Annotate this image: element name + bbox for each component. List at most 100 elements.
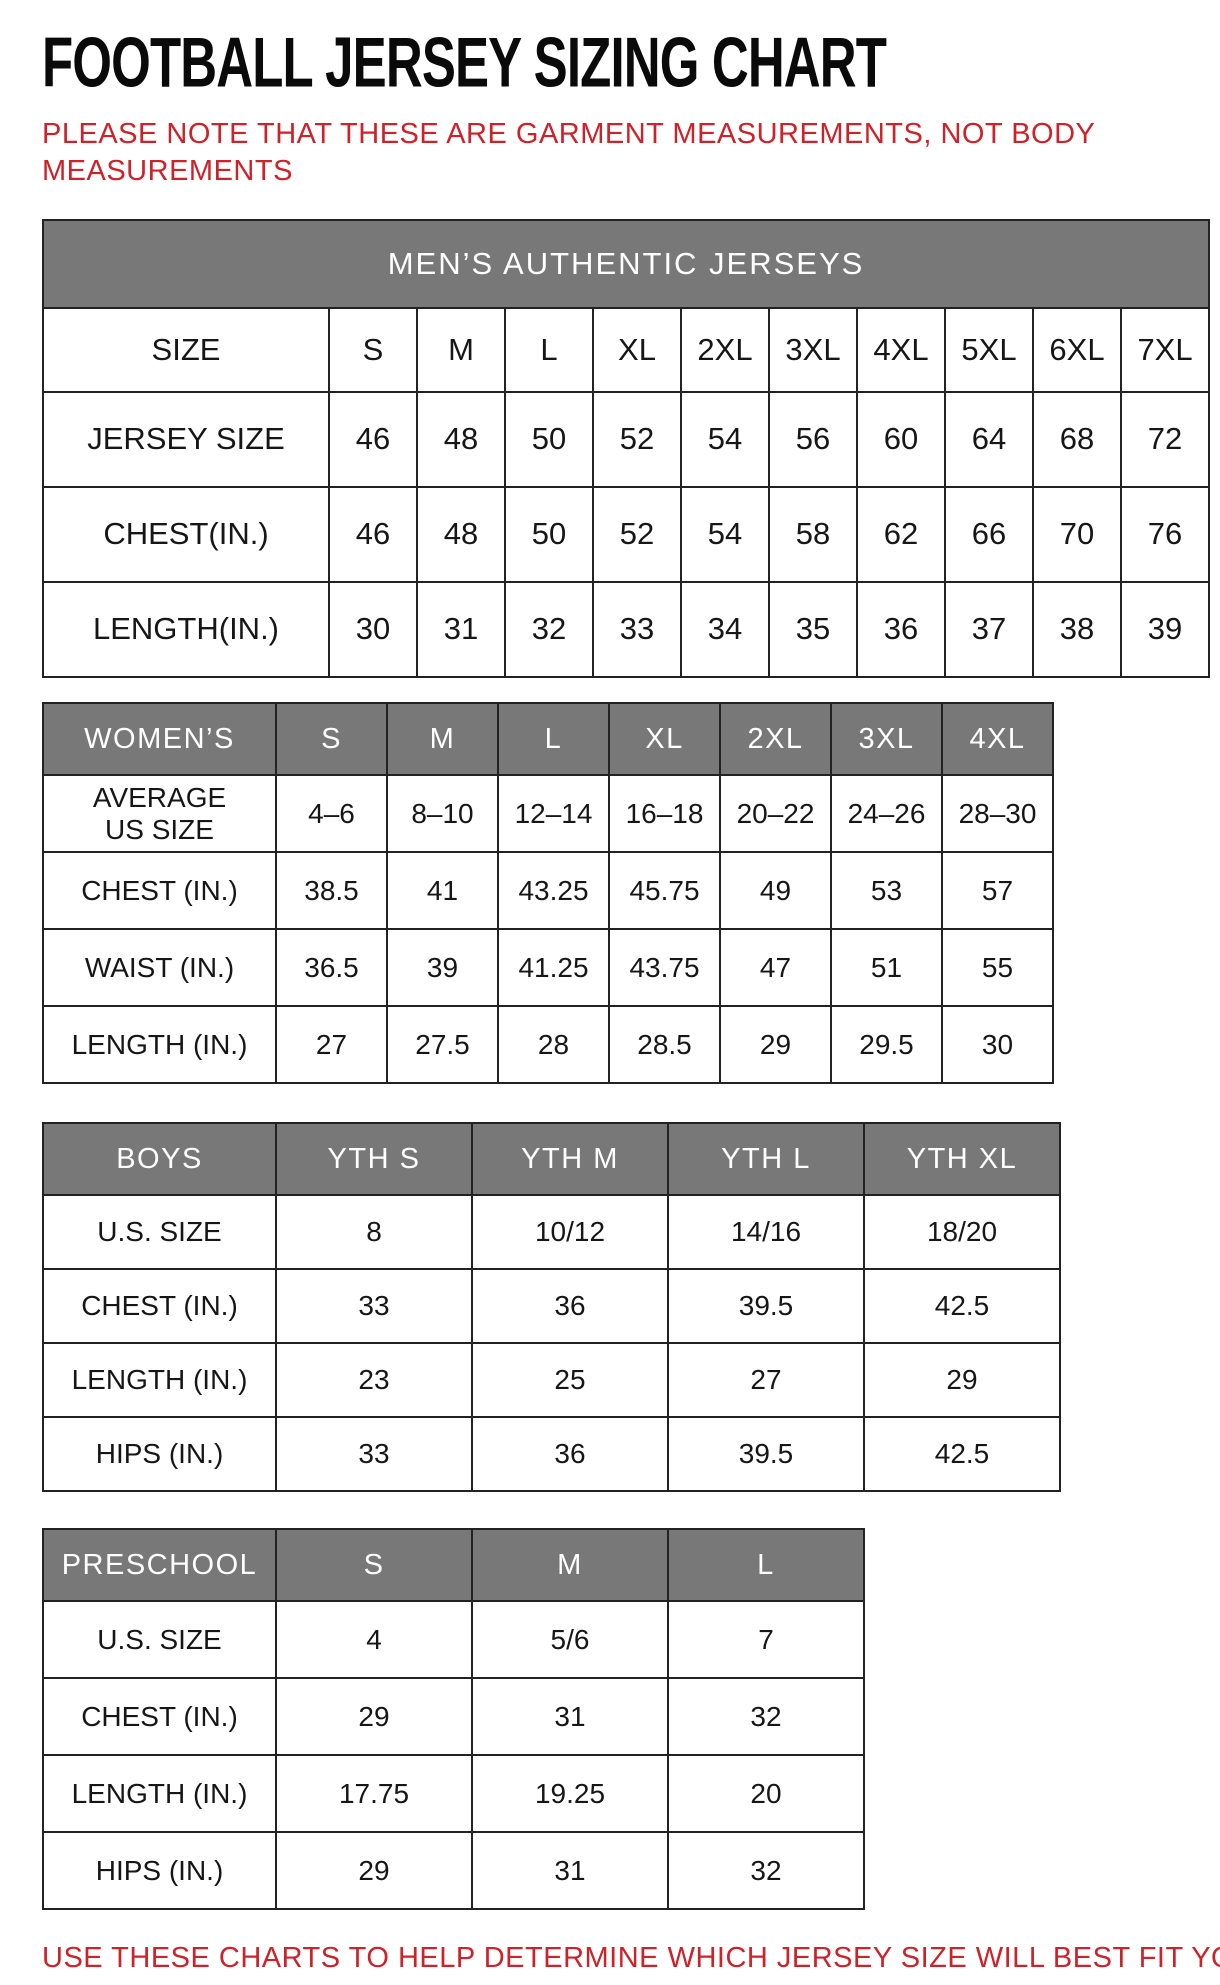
value-cell: 28–30 <box>941 774 1054 854</box>
table-row: LENGTH(IN.) 30 31 32 33 34 35 36 37 38 39 <box>42 581 1211 679</box>
size-header-cell: YTH XL <box>863 1122 1061 1197</box>
value-cell: 7 <box>667 1600 865 1680</box>
value-cell: 23 <box>275 1342 473 1419</box>
corner-header-cell: BOYS <box>42 1122 277 1197</box>
value-cell: 31 <box>416 581 506 679</box>
row-label-cell: CHEST (IN.) <box>42 1268 277 1345</box>
table-banner-row: MEN’S AUTHENTIC JERSEYS <box>41 219 1211 310</box>
row-label-cell: WAIST (IN.) <box>42 928 277 1008</box>
table-row: LENGTH (IN.) 23 25 27 29 <box>42 1342 1061 1419</box>
value-cell: 24–26 <box>830 774 943 854</box>
value-cell: 38 <box>1032 581 1122 679</box>
table-row: LENGTH (IN.) 17.75 19.25 20 <box>42 1754 865 1834</box>
size-header-cell: S <box>328 307 418 394</box>
value-cell: 33 <box>592 581 682 679</box>
value-cell: 4 <box>275 1600 473 1680</box>
value-cell: 56 <box>768 391 858 489</box>
value-cell: 36 <box>471 1268 669 1345</box>
size-header-cell: YTH L <box>667 1122 865 1197</box>
size-header-cell: S <box>275 1528 473 1603</box>
value-cell: 46 <box>328 486 418 584</box>
table-row: HIPS (IN.) 29 31 32 <box>42 1831 865 1911</box>
value-cell: 29 <box>719 1005 832 1085</box>
value-cell: 70 <box>1032 486 1122 584</box>
value-cell: 48 <box>416 486 506 584</box>
value-cell: 16–18 <box>608 774 721 854</box>
value-cell: 41 <box>386 851 499 931</box>
size-header-cell: XL <box>592 307 682 394</box>
value-cell: 10/12 <box>471 1194 669 1271</box>
value-cell: 30 <box>328 581 418 679</box>
row-label-cell: LENGTH (IN.) <box>42 1342 277 1419</box>
size-header-cell: L <box>667 1528 865 1603</box>
row-label-cell: LENGTH (IN.) <box>42 1005 277 1085</box>
value-cell: 39.5 <box>667 1268 865 1345</box>
corner-header-cell: WOMEN’S <box>42 702 277 777</box>
size-header-cell: YTH M <box>471 1122 669 1197</box>
row-label-cell: HIPS (IN.) <box>42 1416 277 1493</box>
value-cell: 55 <box>941 928 1054 1008</box>
value-cell: 14/16 <box>667 1194 865 1271</box>
value-cell: 57 <box>941 851 1054 931</box>
value-cell: 50 <box>504 486 594 584</box>
value-cell: 37 <box>944 581 1034 679</box>
value-cell: 58 <box>768 486 858 584</box>
corner-header-cell: PRESCHOOL <box>42 1528 277 1603</box>
value-cell: 39 <box>386 928 499 1008</box>
value-cell: 46 <box>328 391 418 489</box>
value-cell: 60 <box>856 391 946 489</box>
size-header-cell: L <box>497 702 610 777</box>
table-row: HIPS (IN.) 33 36 39.5 42.5 <box>42 1416 1061 1493</box>
size-header-cell: 7XL <box>1119 307 1211 394</box>
value-cell: 29.5 <box>830 1005 943 1085</box>
size-header-cell: M <box>416 307 506 394</box>
preschool-sizing-table: PRESCHOOL S M L U.S. SIZE 4 5/6 7 CHEST (IN.) 29 3… <box>42 1528 865 1911</box>
value-cell: 29 <box>275 1677 473 1757</box>
value-cell: 38.5 <box>275 851 388 931</box>
size-header-cell: L <box>504 307 594 394</box>
size-header-cell: M <box>386 702 499 777</box>
value-cell: 66 <box>944 486 1034 584</box>
size-header-cell: S <box>275 702 388 777</box>
size-header-cell: YTH S <box>275 1122 473 1197</box>
value-cell: 39 <box>1119 581 1211 679</box>
value-cell: 27 <box>275 1005 388 1085</box>
table-row: CHEST(IN.) 46 48 50 52 54 58 62 66 70 76 <box>42 486 1211 584</box>
value-cell: 76 <box>1119 486 1211 584</box>
value-cell: 41.25 <box>497 928 610 1008</box>
table-row: WAIST (IN.) 36.5 39 41.25 43.75 47 51 55 <box>42 928 1054 1008</box>
value-cell: 5/6 <box>471 1600 669 1680</box>
value-cell: 42.5 <box>863 1268 1061 1345</box>
value-cell: 30 <box>941 1005 1054 1085</box>
size-header-cell: 2XL <box>719 702 832 777</box>
table-row: LENGTH (IN.) 27 27.5 28 28.5 29 29.5 30 <box>42 1005 1054 1085</box>
row-label-cell: JERSEY SIZE <box>42 391 330 489</box>
size-header-cell: 6XL <box>1032 307 1122 394</box>
value-cell: 62 <box>856 486 946 584</box>
header-row: PRESCHOOL S M L <box>42 1528 865 1603</box>
value-cell: 53 <box>830 851 943 931</box>
value-cell: 29 <box>863 1342 1061 1419</box>
table-row: JERSEY SIZE 46 48 50 52 54 56 60 64 68 72 <box>42 391 1211 489</box>
value-cell: 25 <box>471 1342 669 1419</box>
value-cell: 72 <box>1119 391 1211 489</box>
row-label-cell: AVERAGE US SIZE <box>42 774 277 854</box>
value-cell: 33 <box>275 1416 473 1493</box>
value-cell: 28.5 <box>608 1005 721 1085</box>
size-header-cell: 4XL <box>856 307 946 394</box>
header-row: WOMEN’S S M L XL 2XL 3XL 4XL <box>42 702 1054 777</box>
header-row: SIZE S M L XL 2XL 3XL 4XL 5XL 6XL 7XL <box>42 307 1211 394</box>
page-title: FOOTBALL JERSEY SIZING CHART <box>42 23 887 103</box>
value-cell: 48 <box>416 391 506 489</box>
row-label-cell: HIPS (IN.) <box>42 1831 277 1911</box>
table-row: CHEST (IN.) 33 36 39.5 42.5 <box>42 1268 1061 1345</box>
row-label-cell: CHEST (IN.) <box>42 1677 277 1757</box>
value-cell: 27 <box>667 1342 865 1419</box>
row-label-cell: LENGTH (IN.) <box>42 1754 277 1834</box>
value-cell: 54 <box>680 486 770 584</box>
value-cell: 49 <box>719 851 832 931</box>
value-cell: 18/20 <box>863 1194 1061 1271</box>
row-label-cell: U.S. SIZE <box>42 1194 277 1271</box>
size-header-cell: 3XL <box>830 702 943 777</box>
